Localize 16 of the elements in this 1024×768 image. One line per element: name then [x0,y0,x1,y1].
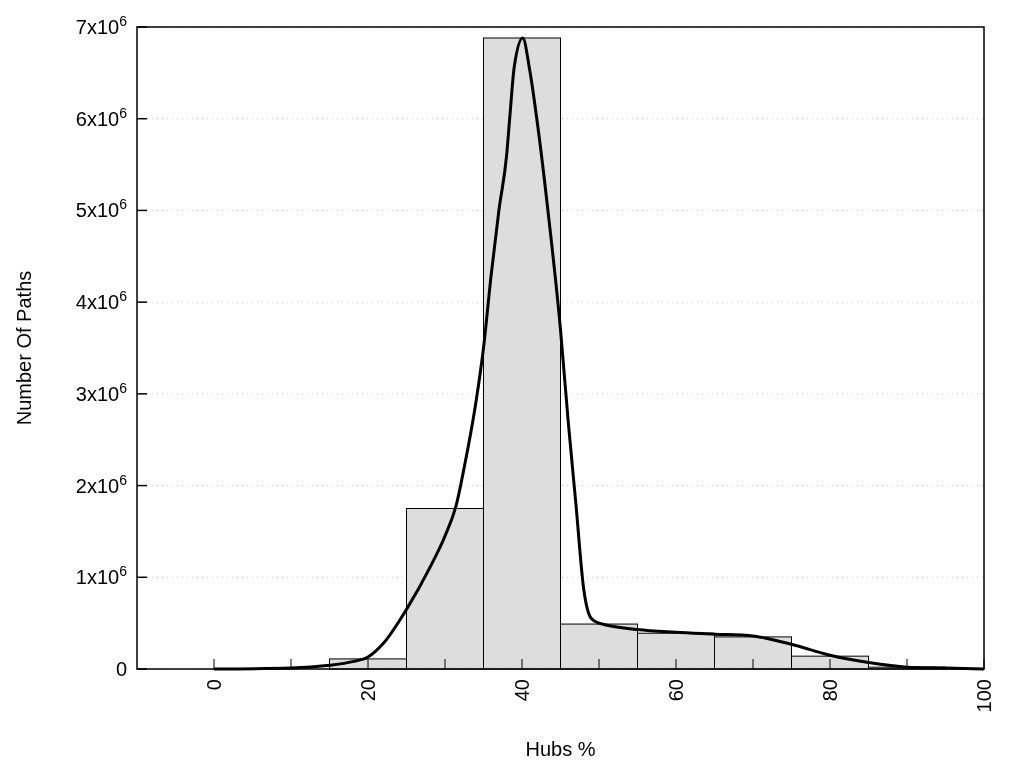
x-tick-label: 40 [511,679,533,702]
y-tick-label: 5x10$^{6}$ [75,196,128,222]
x-tick-label: 80 [819,679,841,702]
x-tick-label: 0 [203,679,225,691]
x-tick-label: 20 [357,679,379,702]
y-tick-label: 4x10$^{6}$ [75,288,128,314]
x-axis-title: Hubs % [525,738,596,760]
y-axis-title: Number Of Paths [13,270,35,426]
y-tick-label: 1x10$^{6}$ [75,563,128,589]
y-tick-label: 2x10$^{6}$ [75,471,128,497]
y-tick-label: 3x10$^{6}$ [75,379,128,405]
x-tick-label: 100 [973,679,995,713]
x-tick-label: 60 [665,679,687,702]
y-tick-label: 7x10$^{6}$ [75,13,128,38]
y-tick-label: 6x10$^{6}$ [75,104,128,130]
y-tick-label: 0 [115,658,127,680]
